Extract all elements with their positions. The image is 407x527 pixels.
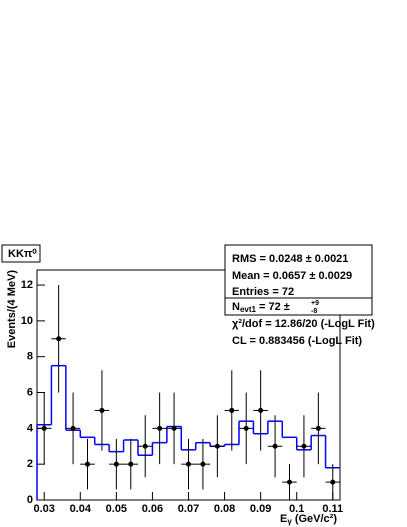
x-label-main: E xyxy=(280,513,287,525)
data-point xyxy=(229,407,235,413)
nevt: Nevt1 = 72 ± xyxy=(232,301,290,314)
annotation: χ²/dof = 12.86/20 (-LogL Fit) xyxy=(232,318,375,330)
data-point xyxy=(70,425,76,431)
data-point xyxy=(272,443,278,449)
data-point xyxy=(41,425,47,431)
data-point xyxy=(315,425,321,431)
data-point xyxy=(113,461,119,467)
y-tick-label: 6 xyxy=(27,386,33,398)
y-tick-label: 10 xyxy=(21,315,33,327)
y-tick-label: 2 xyxy=(27,458,33,470)
x-label-sub: γ xyxy=(287,517,292,526)
x-tick-label: 0.04 xyxy=(70,503,92,515)
data-point xyxy=(157,425,163,431)
x-tick-label: 0.07 xyxy=(178,503,199,515)
x-tick-label: 0.11 xyxy=(322,503,343,515)
data-point xyxy=(200,461,206,467)
x-tick-label: 0.05 xyxy=(106,503,127,515)
data-point xyxy=(287,479,292,485)
x-tick-label: 0.1 xyxy=(289,503,304,515)
data-point xyxy=(56,336,62,342)
stats-line: RMS = 0.0248 ± 0.0021 xyxy=(232,253,348,265)
nevt-sub: evt1 xyxy=(240,305,257,314)
stats-box xyxy=(224,244,373,316)
x-tick-label: 0.03 xyxy=(34,503,55,515)
data-point xyxy=(128,461,134,467)
x-tick-label: 0.06 xyxy=(142,503,163,515)
y-axis-label: Events/(4 MeV) xyxy=(6,270,18,349)
stats-line: Mean = 0.0657 ± 0.0029 xyxy=(232,270,352,282)
y-tick-label: 4 xyxy=(27,422,34,434)
data-point xyxy=(99,407,105,413)
y-tick-label: 0 xyxy=(27,494,33,506)
data-point xyxy=(85,461,90,467)
y-tick-label: 8 xyxy=(27,351,33,363)
nevt-label: N xyxy=(232,301,240,313)
nevt-down: -8 xyxy=(311,308,317,315)
data-point xyxy=(330,479,336,485)
chart-title: KKπ⁰ xyxy=(8,248,37,260)
annotation: CL = 0.883456 (-LogL Fit) xyxy=(232,335,362,347)
data-point xyxy=(301,443,307,449)
data-point xyxy=(142,443,148,449)
x-label-rest: (GeV/c²) xyxy=(292,513,338,525)
x-tick-label: 0.09 xyxy=(250,503,271,515)
data-point xyxy=(258,407,264,413)
x-axis-label: Eγ (GeV/c²) xyxy=(280,513,337,526)
stats-line: Entries = 72 xyxy=(232,286,294,298)
title-box xyxy=(1,244,41,263)
x-tick-label: 0.08 xyxy=(214,503,235,515)
nevt-up: +9 xyxy=(311,300,319,307)
data-point xyxy=(171,425,177,431)
y-tick-label: 12 xyxy=(21,279,33,291)
data-point xyxy=(243,425,249,431)
data-point xyxy=(186,461,191,467)
nevt-value: = 72 ± xyxy=(256,301,290,313)
data-point xyxy=(214,443,220,449)
